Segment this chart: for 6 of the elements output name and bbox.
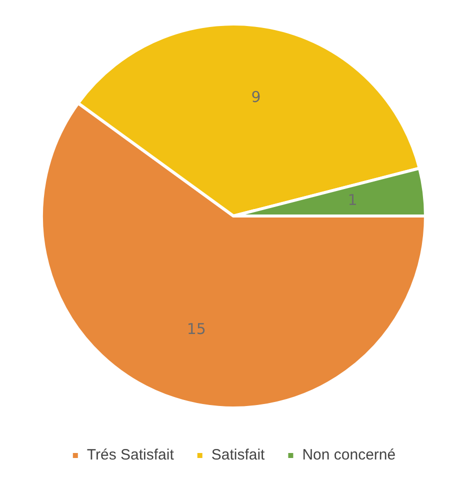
data-label: 1 — [348, 190, 358, 209]
data-label: 15 — [186, 320, 206, 338]
legend-label: Non concerné — [302, 446, 396, 464]
legend-label: Trés Satisfait — [86, 446, 175, 464]
legend-label: Satisfait — [211, 446, 266, 464]
data-label: 9 — [251, 88, 261, 106]
